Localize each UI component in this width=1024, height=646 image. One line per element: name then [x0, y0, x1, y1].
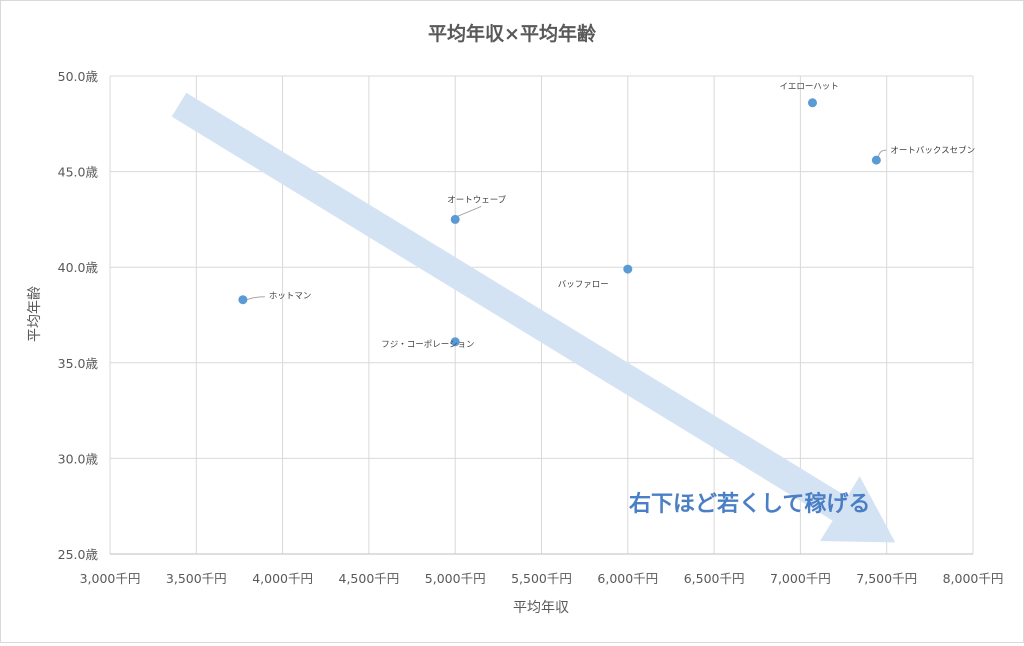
trend-arrow-shape	[171, 92, 896, 543]
x-tick-label: 4,000千円	[252, 571, 313, 586]
x-tick-label: 3,500千円	[166, 571, 227, 586]
x-tick-label: 8,000千円	[943, 571, 1004, 586]
x-tick-label: 7,000千円	[770, 571, 831, 586]
x-tick-label: 5,000千円	[425, 571, 486, 586]
x-tick-label: 3,000千円	[80, 571, 141, 586]
axis-ticks: 3,000千円 3,500千円 4,000千円 4,500千円 5,000千円 5,500…	[58, 69, 1004, 586]
y-tick-label: 45.0歳	[58, 165, 99, 180]
data-point	[623, 264, 633, 274]
chart-title: 平均年収×平均年齢	[428, 22, 597, 45]
x-tick-label: 6,000千円	[597, 571, 658, 586]
leader-line	[457, 205, 482, 217]
y-axis-label: 平均年齢	[27, 286, 43, 342]
leader-line	[246, 296, 265, 301]
y-tick-label: 25.0歳	[58, 547, 99, 562]
trend-arrow	[171, 92, 896, 543]
x-tick-label: 7,500千円	[856, 571, 917, 586]
data-point	[807, 98, 817, 108]
point-label: イエローハット	[779, 82, 838, 92]
y-tick-label: 30.0歳	[58, 451, 99, 466]
x-axis-label: 平均年収	[513, 600, 569, 616]
point-label: オートバックスセブン	[890, 145, 975, 156]
point-label: フジ・コーポレーション	[381, 340, 474, 350]
point-label: オートウェーブ	[447, 194, 506, 205]
leader-line	[877, 149, 887, 158]
annotation-text: 右下ほど若くして稼げる	[629, 491, 870, 517]
x-tick-label: 6,500千円	[684, 571, 745, 586]
point-label: バッファロー	[558, 280, 609, 290]
data-point	[871, 155, 881, 165]
y-tick-label: 50.0歳	[58, 69, 99, 84]
data-point	[450, 214, 460, 224]
y-tick-label: 40.0歳	[58, 260, 99, 275]
point-label: ホットマン	[269, 292, 312, 302]
x-tick-label: 4,500千円	[339, 571, 400, 586]
data-point	[450, 337, 460, 347]
x-tick-label: 5,500千円	[511, 571, 572, 586]
data-point	[238, 295, 248, 305]
y-tick-label: 35.0歳	[58, 356, 99, 371]
